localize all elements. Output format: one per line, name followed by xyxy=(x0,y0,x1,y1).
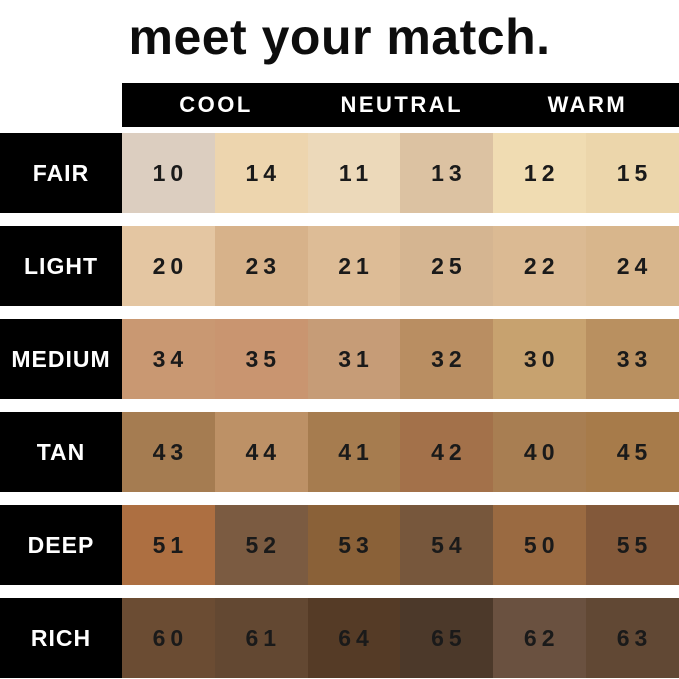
shade-swatch-64: 64 xyxy=(307,598,401,678)
page-title: meet your match. xyxy=(128,9,551,65)
shade-swatch-31: 31 xyxy=(307,319,401,399)
undertone-header-bar: COOL NEUTRAL WARM xyxy=(122,83,679,127)
shade-swatch-62: 62 xyxy=(493,598,587,678)
shade-swatch-44: 44 xyxy=(214,412,308,492)
shade-rows: FAIR 10 14 11 13 12 15 LIGHT 20 23 21 25 22 24 MEDIUM 3… xyxy=(0,133,679,678)
shade-swatch-65: 65 xyxy=(400,598,494,678)
shade-swatch-14: 14 xyxy=(214,133,308,213)
shade-swatch-61: 61 xyxy=(214,598,308,678)
shade-swatch-25: 25 xyxy=(400,226,494,306)
undertone-header-cool: COOL xyxy=(179,92,253,117)
shade-swatch-53: 53 xyxy=(307,505,401,585)
shade-swatch-13: 13 xyxy=(400,133,494,213)
shade-swatch-50: 50 xyxy=(493,505,587,585)
shade-swatch-51: 51 xyxy=(122,505,215,585)
shade-swatch-40: 40 xyxy=(493,412,587,492)
shade-swatch-12: 12 xyxy=(493,133,587,213)
row-label-fair: FAIR xyxy=(0,133,122,213)
shade-swatch-15: 15 xyxy=(586,133,679,213)
shade-swatch-10: 10 xyxy=(122,133,215,213)
shade-row-light: LIGHT 20 23 21 25 22 24 xyxy=(0,226,679,306)
shade-swatch-42: 42 xyxy=(400,412,494,492)
row-label-rich: RICH xyxy=(0,598,122,678)
shade-row-deep: DEEP 51 52 53 54 50 55 xyxy=(0,505,679,585)
row-label-light: LIGHT xyxy=(0,226,122,306)
shade-swatch-23: 23 xyxy=(214,226,308,306)
shade-swatch-55: 55 xyxy=(586,505,679,585)
shade-swatch-22: 22 xyxy=(493,226,587,306)
shade-swatch-24: 24 xyxy=(586,226,679,306)
shade-swatch-41: 41 xyxy=(307,412,401,492)
shade-swatch-34: 34 xyxy=(122,319,215,399)
shade-swatch-33: 33 xyxy=(586,319,679,399)
shade-swatch-20: 20 xyxy=(122,226,215,306)
shade-swatch-54: 54 xyxy=(400,505,494,585)
shade-swatch-30: 30 xyxy=(493,319,587,399)
shade-swatch-60: 60 xyxy=(122,598,215,678)
undertone-header-neutral: NEUTRAL xyxy=(340,92,464,117)
row-label-deep: DEEP xyxy=(0,505,122,585)
shade-row-tan: TAN 43 44 41 42 40 45 xyxy=(0,412,679,492)
shade-swatch-45: 45 xyxy=(586,412,679,492)
shade-swatch-52: 52 xyxy=(214,505,308,585)
shade-swatch-21: 21 xyxy=(307,226,401,306)
shade-swatch-35: 35 xyxy=(214,319,308,399)
row-label-medium: MEDIUM xyxy=(0,319,122,399)
shade-swatch-43: 43 xyxy=(122,412,215,492)
row-label-tan: TAN xyxy=(0,412,122,492)
shade-swatch-63: 63 xyxy=(586,598,679,678)
shade-row-fair: FAIR 10 14 11 13 12 15 xyxy=(0,133,679,213)
shade-row-rich: RICH 60 61 64 65 62 63 xyxy=(0,598,679,678)
undertone-header-warm: WARM xyxy=(547,92,628,117)
shade-row-medium: MEDIUM 34 35 31 32 30 33 xyxy=(0,319,679,399)
shade-swatch-32: 32 xyxy=(400,319,494,399)
shade-swatch-11: 11 xyxy=(307,133,401,213)
